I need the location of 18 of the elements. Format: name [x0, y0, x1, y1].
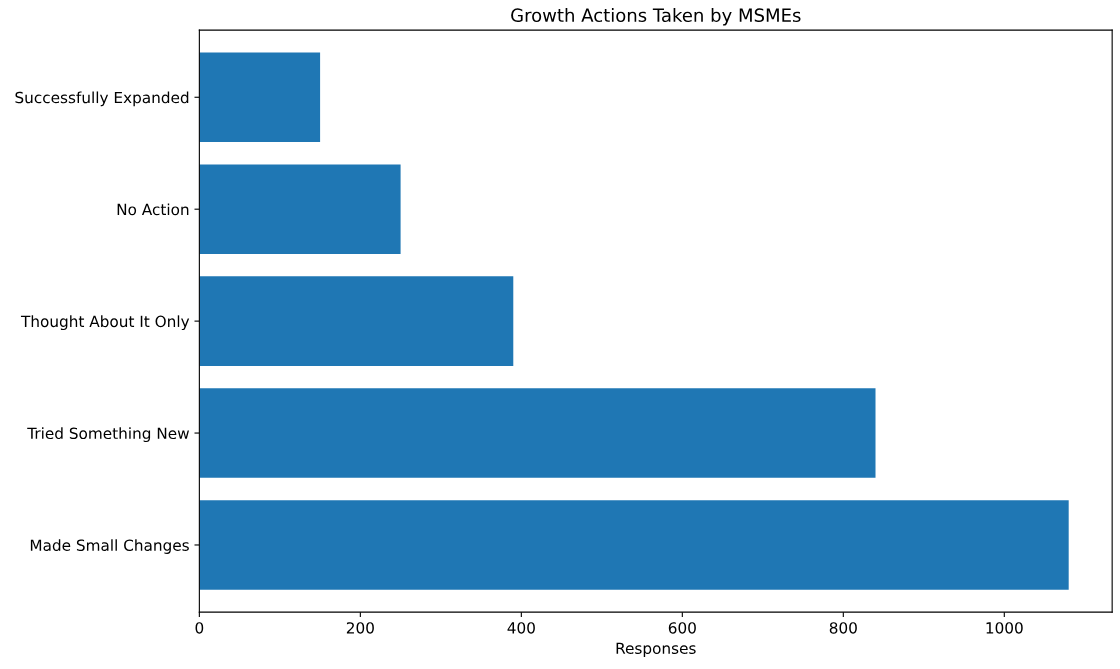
x-tick-label: 200	[346, 622, 374, 634]
x-tick-label: 0	[195, 622, 204, 634]
x-axis-title: Responses	[616, 642, 696, 657]
y-tick-label: Tried Something New	[27, 427, 189, 443]
bar	[199, 52, 321, 143]
bar	[199, 164, 401, 254]
bar	[199, 388, 876, 478]
y-tick-label: Thought About It Only	[20, 315, 190, 331]
chart-title: Growth Actions Taken by MSMEs	[511, 8, 801, 26]
x-tick-label: 800	[829, 622, 857, 634]
x-tick-label: 400	[507, 622, 535, 634]
x-tick-label: 600	[668, 622, 696, 634]
y-tick-label: No Action	[117, 203, 189, 216]
y-tick-label: Successfully Expanded	[15, 91, 189, 107]
x-tick-label: 1000	[986, 622, 1023, 634]
y-tick-label: Made Small Changes	[30, 539, 189, 554]
bar	[199, 276, 514, 366]
bar	[199, 500, 1069, 590]
